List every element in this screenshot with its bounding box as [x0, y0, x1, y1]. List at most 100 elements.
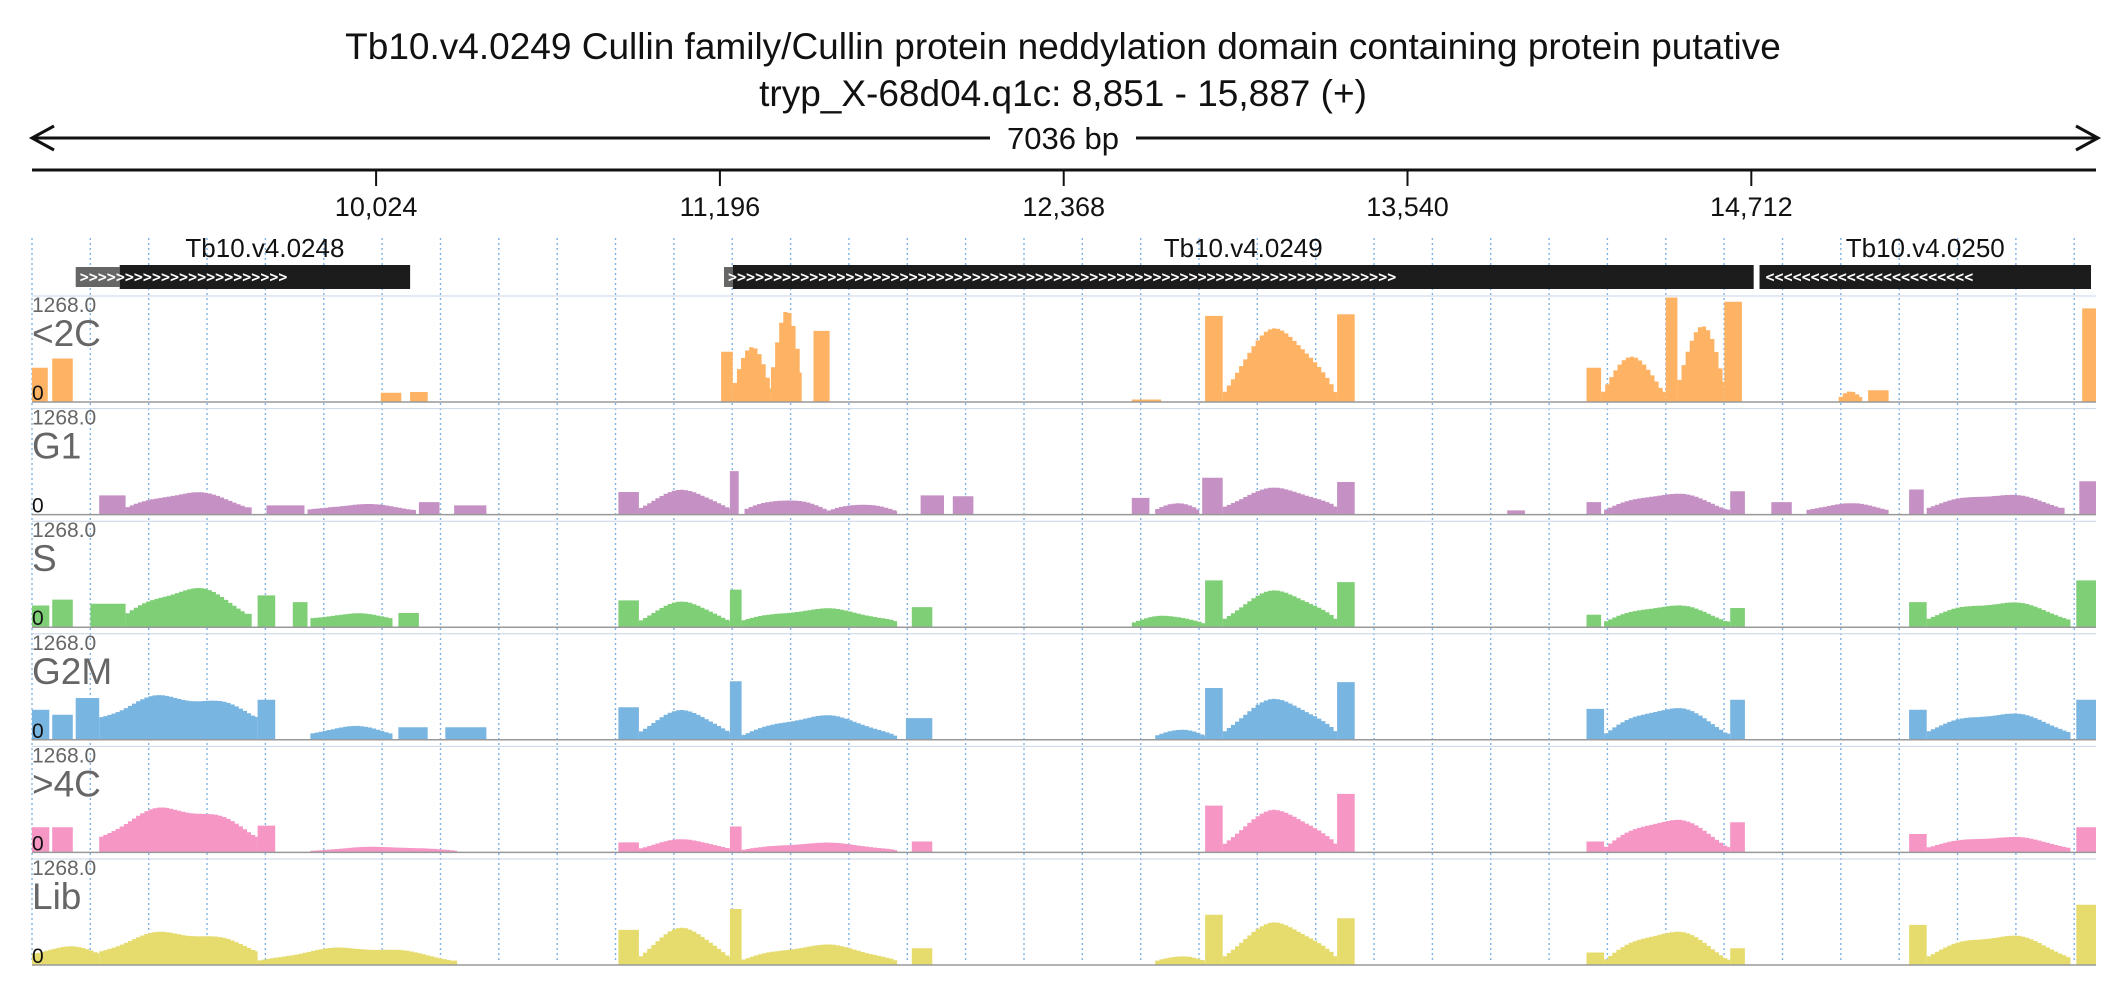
coverage-area: [826, 504, 898, 515]
coverage-area: [32, 605, 50, 628]
coverage-area: [1131, 497, 1150, 515]
coverage-area: [1337, 314, 1355, 402]
coverage-area: [952, 496, 974, 515]
coverage-area: [1604, 708, 1731, 740]
coverage-area: [266, 505, 305, 515]
coverage-area: [125, 588, 252, 628]
coverage-area: [1222, 590, 1338, 628]
coverage-area: [1586, 708, 1605, 740]
coverage-area: [1601, 356, 1666, 402]
coverage-area: [398, 613, 419, 628]
coverage-area: [729, 826, 742, 853]
axis-tick-label: 10,024: [335, 192, 418, 222]
coverage-area: [1909, 489, 1924, 515]
coverage-area: [1205, 315, 1223, 402]
coverage-area: [1730, 948, 1745, 965]
coverage-area: [1604, 931, 1731, 965]
gridline-layer: [31, 238, 2075, 962]
coverage-area: [1838, 391, 1863, 402]
gene-bar[interactable]: [732, 265, 1754, 289]
coverage-area: [1586, 502, 1602, 515]
coverage-area: [1926, 935, 2071, 965]
track-1: 1268.0G1 0: [32, 407, 2096, 518]
coverage-area: [1604, 493, 1731, 515]
coverage-area: [1337, 918, 1355, 965]
coverage-area: [638, 710, 730, 740]
axis-tick-label: 12,368: [1022, 192, 1105, 222]
coverage-area: [813, 330, 830, 402]
axis-tick-label: 11,196: [680, 192, 761, 222]
region-subtitle: tryp_X-68d04.q1c: 8,851 - 15,887 (+): [759, 73, 1367, 114]
coverage-area: [1337, 682, 1355, 740]
gene-bar[interactable]: [1759, 265, 2092, 289]
track-2: 1268.0S 0: [32, 519, 2096, 630]
gene-bar[interactable]: [119, 265, 411, 289]
coverage-area: [445, 727, 487, 740]
gene-strand-chevrons: <<<<<<<<<<<<<<<<<<<<<<<: [1766, 268, 1974, 286]
coverage-area: [729, 589, 742, 628]
track-zero-label: 0: [32, 382, 44, 405]
gene-utr-cap: [724, 267, 733, 287]
coverage-area: [618, 929, 639, 965]
coverage-area: [1222, 328, 1338, 402]
coverage-area: [1586, 841, 1605, 853]
coverage-area: [1730, 699, 1745, 740]
coverage-area: [310, 613, 393, 628]
coverage-area: [257, 699, 276, 740]
coverage-area: [732, 347, 771, 402]
coverage-area: [257, 947, 458, 965]
coverage-area: [1926, 494, 2065, 515]
coverage-area: [911, 607, 933, 628]
coverage-area: [1337, 582, 1355, 628]
coverage-area: [1202, 477, 1223, 515]
coverage-area: [1586, 367, 1602, 402]
coverage-area: [1155, 956, 1206, 965]
coverage-area: [1868, 390, 1889, 402]
span-label-background: [990, 118, 1136, 158]
gene-label: Tb10.v4.0249: [1164, 233, 1323, 263]
coverage-area: [1730, 822, 1745, 853]
coverage-area: [52, 827, 73, 853]
coverage-area: [1205, 914, 1223, 965]
coverage-area: [1926, 836, 2071, 853]
coverage-area: [52, 358, 73, 402]
gene-utr-cap: [75, 267, 120, 287]
coverage-area: [1222, 698, 1338, 740]
coverage-area: [32, 709, 50, 740]
track-max-label: 1268.0: [32, 407, 96, 430]
tick-layer: 10,024 11,196 12,368 13,540 14,712: [335, 170, 1793, 222]
gene-strand-chevrons: >>>>>>>>>>>>>>>>>>>>>>>>>>>>>>>>>>>>>>>>…: [728, 268, 1396, 286]
coverage-area: [741, 944, 898, 965]
span-arrow-left-head: [28, 124, 55, 152]
coverage-area: [618, 492, 639, 515]
coverage-area: [1337, 793, 1355, 853]
track-zero-label: 0: [32, 945, 44, 968]
coverage-area: [1909, 924, 1927, 965]
coverage-area: [52, 714, 73, 740]
coverage-area: [1586, 952, 1605, 965]
coverage-area: [1730, 491, 1745, 515]
coverage-area: [618, 707, 639, 740]
track-name-label: <2C: [32, 313, 101, 354]
coverage-area: [1771, 502, 1792, 515]
coverage-area: [1806, 503, 1889, 515]
coverage-area: [1677, 326, 1725, 402]
coverage-area: [1205, 805, 1223, 853]
gene-track: >>>>>>>>>>>>>>>>>>>>>>> Tb10.v4.0248 >>>>>…: [75, 233, 2092, 291]
coverage-area: [454, 505, 487, 515]
track-zero-label: 0: [32, 607, 44, 630]
coverage-area: [618, 842, 639, 853]
coverage-area: [99, 495, 126, 515]
coverage-area: [257, 595, 276, 628]
coverage-area: [380, 392, 402, 402]
coverage-area: [1507, 510, 1525, 515]
coverage-area: [911, 948, 933, 965]
span-label: 7036 bp: [1007, 121, 1119, 156]
coverage-area: [2079, 481, 2096, 515]
coverage-area: [741, 842, 898, 853]
gene-label: Tb10.v4.0248: [185, 233, 344, 263]
coverage-area: [257, 825, 276, 853]
